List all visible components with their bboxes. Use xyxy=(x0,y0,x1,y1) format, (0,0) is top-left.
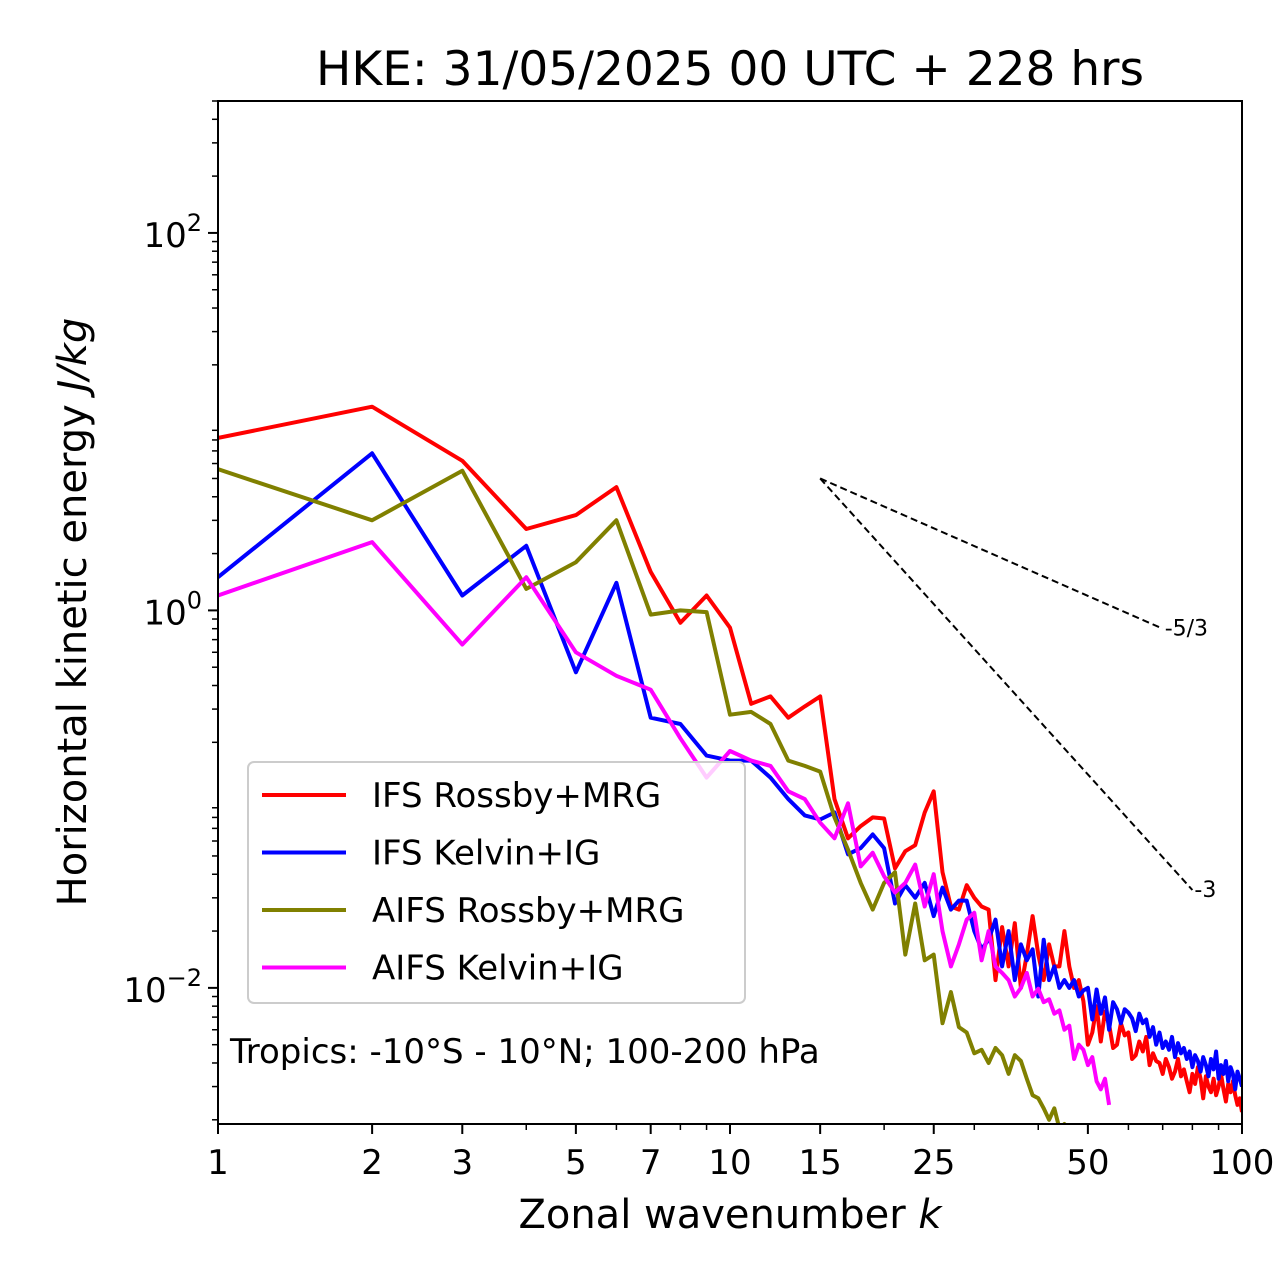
series-line-3 xyxy=(218,467,1067,1124)
x-axis-label-text: Zonal wavenumber xyxy=(518,1192,906,1238)
reference-lines: -5/3 -3 xyxy=(819,477,1216,903)
legend-box xyxy=(247,761,746,1004)
legend-label-1: IFS Rossby+MRG xyxy=(372,776,661,816)
x-tick-label: 2 xyxy=(361,1143,383,1183)
y-axis-label-text: Horizontal kinetic energy xyxy=(50,404,96,906)
x-tick-label: 3 xyxy=(451,1143,473,1183)
reference-line-label-2: -3 xyxy=(1194,878,1216,903)
x-tick-label: 10 xyxy=(708,1143,751,1183)
x-tick-label: 5 xyxy=(565,1143,587,1183)
series-line-4 xyxy=(218,540,1112,1106)
series-layer xyxy=(218,404,1242,1124)
legend: IFS Rossby+MRG IFS Kelvin+IG AIFS Rossby+M… xyxy=(247,761,746,1004)
legend-label-3: AIFS Rossby+MRG xyxy=(372,891,684,931)
axis-ticks: 1 2 3 5 7 10 15 25 50 100 10−2 100 102 xyxy=(123,100,1275,1183)
y-tick-label: 10−2 xyxy=(123,964,202,1011)
chart-title: HKE: 31/05/2025 00 UTC + 228 hrs xyxy=(316,42,1144,97)
y-axis-label-unit: J/kg xyxy=(50,318,96,399)
x-tick-label: 50 xyxy=(1066,1143,1109,1183)
legend-label-4: AIFS Kelvin+IG xyxy=(372,949,624,989)
x-axis-label: Zonal wavenumber k xyxy=(518,1192,943,1238)
legend-label-2: IFS Kelvin+IG xyxy=(372,834,600,874)
x-axis-label-variable: k xyxy=(918,1192,943,1238)
x-tick-label: 100 xyxy=(1210,1143,1275,1183)
reference-line-1 xyxy=(819,477,1164,630)
y-tick-label: 100 xyxy=(143,586,202,633)
legend-items: IFS Rossby+MRG IFS Kelvin+IG AIFS Rossby+M… xyxy=(262,776,684,989)
reference-line-2 xyxy=(819,477,1194,891)
x-tick-label: 25 xyxy=(912,1143,955,1183)
y-axis-label: Horizontal kinetic energy J/kg xyxy=(50,318,96,907)
x-tick-label: 15 xyxy=(799,1143,842,1183)
series-line-2 xyxy=(218,451,1242,1092)
reference-line-label-1: -5/3 xyxy=(1165,617,1208,642)
x-tick-label: 1 xyxy=(207,1143,229,1183)
x-tick-label: 7 xyxy=(640,1143,662,1183)
region-annotation: Tropics: -10°S - 10°N; 100-200 hPa xyxy=(229,1032,820,1072)
y-tick-label: 102 xyxy=(143,209,202,256)
